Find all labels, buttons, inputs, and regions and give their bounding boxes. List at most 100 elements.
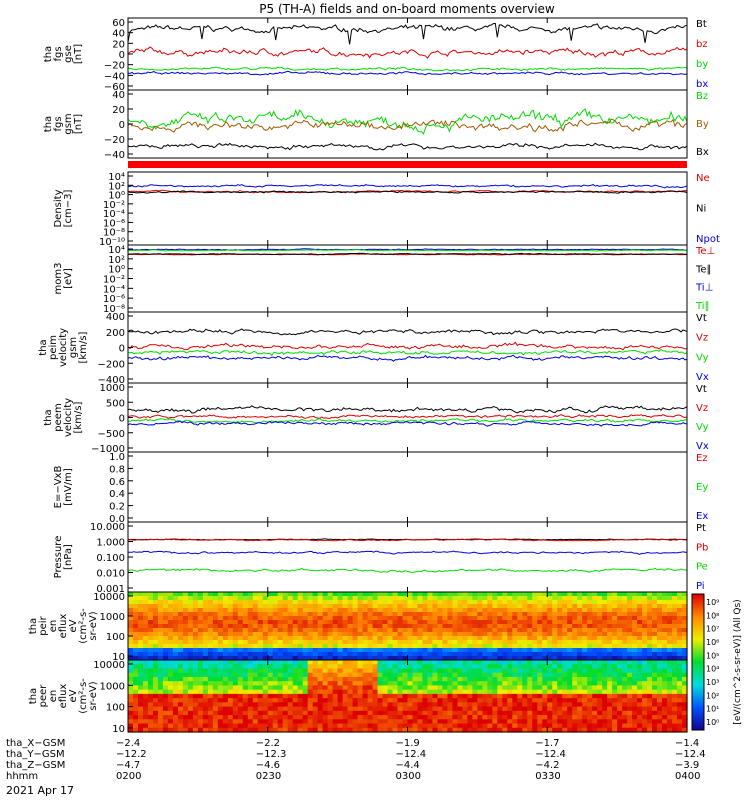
spectrogram-cell bbox=[502, 608, 508, 613]
spectrogram-cell bbox=[242, 660, 249, 665]
spectrogram-cell bbox=[132, 644, 139, 649]
spectrogram-cell bbox=[562, 664, 568, 670]
spectrogram-cell bbox=[142, 715, 149, 720]
spectrogram-cell bbox=[542, 612, 548, 617]
spectrogram-cell bbox=[647, 612, 653, 617]
spectrogram-cell bbox=[362, 672, 369, 678]
spectrogram-cell bbox=[422, 715, 429, 720]
spectrogram-cell bbox=[217, 710, 224, 716]
spectrogram-cell bbox=[457, 640, 463, 645]
spectrogram-cell bbox=[367, 664, 374, 670]
spectrogram-cell bbox=[132, 727, 139, 733]
spectrogram-cell bbox=[642, 608, 648, 613]
spectrogram-cell bbox=[267, 620, 274, 625]
spectrogram-cell bbox=[607, 715, 613, 720]
spectrogram-cell bbox=[307, 636, 314, 641]
spectrogram-cell bbox=[397, 706, 404, 712]
legend-Ti⊥: Ti⊥ bbox=[695, 283, 713, 294]
y-tick-label: 10⁰ bbox=[108, 265, 125, 276]
spectrogram-cell bbox=[677, 710, 683, 716]
spectrogram-cell bbox=[662, 620, 668, 625]
spectrogram-cell bbox=[362, 668, 369, 674]
spectrogram-cell bbox=[187, 685, 194, 691]
spectrogram-cell bbox=[502, 616, 508, 621]
spectrogram-cell bbox=[392, 604, 399, 609]
spectrogram-cell bbox=[572, 644, 578, 649]
spectrogram-cell bbox=[187, 664, 194, 670]
spectrogram-cell bbox=[642, 702, 648, 708]
spectrogram-cell bbox=[682, 636, 688, 641]
spectrogram-cell bbox=[187, 710, 194, 716]
spectrogram-cell bbox=[657, 648, 663, 653]
spectrogram-cell bbox=[212, 624, 219, 629]
y-tick-label: 10⁴ bbox=[108, 172, 125, 183]
spectrogram-cell bbox=[207, 715, 214, 720]
spectrogram-cell bbox=[132, 620, 139, 625]
spectrogram-cell bbox=[682, 706, 688, 712]
spectrogram-cell bbox=[227, 656, 234, 661]
colorbar-tick: 10⁰ bbox=[706, 718, 719, 727]
spectrogram-cell bbox=[197, 664, 204, 670]
spectrogram-cell bbox=[542, 632, 548, 637]
spectrogram-cell bbox=[432, 596, 439, 601]
spectrogram-cell bbox=[232, 640, 239, 645]
spectrogram-cell bbox=[282, 628, 289, 633]
spectrogram-cell bbox=[222, 644, 229, 649]
spectrogram-cell bbox=[632, 628, 638, 633]
spectrogram-cell bbox=[207, 636, 214, 641]
spectrogram-cell bbox=[137, 624, 144, 629]
spectrogram-cell bbox=[632, 612, 638, 617]
spectrogram-cell bbox=[657, 672, 663, 678]
spectrogram-cell bbox=[507, 600, 513, 605]
spectrogram-cell bbox=[607, 652, 613, 657]
series-line-fgs_gse bbox=[127, 70, 688, 76]
spectrogram-cell bbox=[512, 616, 518, 621]
spectrogram-cell bbox=[202, 660, 209, 665]
spectrogram-cell bbox=[207, 681, 214, 687]
spectrogram-cell bbox=[147, 652, 154, 657]
spectrogram-cell bbox=[257, 592, 264, 597]
spectrogram-cell bbox=[357, 652, 364, 657]
spectrogram-cell bbox=[312, 681, 319, 687]
spectrogram-cell bbox=[227, 660, 234, 665]
spectrogram-cell bbox=[637, 612, 643, 617]
spectrogram-cell bbox=[492, 672, 498, 678]
spectrogram-cell bbox=[497, 636, 503, 641]
spectrogram-cell bbox=[622, 616, 628, 621]
spectrogram-cell bbox=[427, 689, 434, 695]
spectrogram-cell bbox=[262, 608, 269, 613]
spectrogram-cell bbox=[417, 604, 424, 609]
spectrogram-cell bbox=[422, 644, 429, 649]
spectrogram-cell bbox=[502, 706, 508, 712]
spectrogram-cell bbox=[452, 681, 459, 687]
spectrogram-cell bbox=[387, 596, 394, 601]
spectrogram-cell bbox=[602, 632, 608, 637]
y-axis-label: peem bbox=[53, 403, 64, 431]
spectrogram-cell bbox=[432, 628, 439, 633]
spectrogram-cell bbox=[372, 608, 379, 613]
spectrogram-cell bbox=[552, 596, 558, 601]
spectrogram-cell bbox=[192, 723, 199, 729]
spectrogram-cell bbox=[157, 616, 164, 621]
spectrogram-cell bbox=[252, 612, 259, 617]
spectrogram-cell bbox=[128, 648, 134, 653]
spectrogram-cell bbox=[512, 620, 518, 625]
spectrogram-cell bbox=[677, 689, 683, 695]
spectrogram-cell bbox=[647, 727, 653, 733]
spectrogram-cell bbox=[517, 710, 523, 716]
spectrogram-cell bbox=[407, 612, 414, 617]
spectrogram-cell bbox=[207, 648, 214, 653]
spectrogram-cell bbox=[167, 616, 174, 621]
spectrogram-cell bbox=[352, 660, 359, 665]
spectrogram-cell bbox=[327, 685, 334, 691]
spectrogram-cell bbox=[492, 640, 498, 645]
spectrogram-cell bbox=[182, 656, 189, 661]
spectrogram-cell bbox=[392, 676, 399, 682]
spectrogram-cell bbox=[642, 592, 648, 597]
spectrogram-cell bbox=[527, 689, 533, 695]
spectrogram-cell bbox=[277, 640, 284, 645]
spectrogram-cell bbox=[227, 723, 234, 729]
spectrogram-cell bbox=[637, 632, 643, 637]
spectrogram-cell bbox=[362, 624, 369, 629]
spectrogram-cell bbox=[377, 681, 384, 687]
